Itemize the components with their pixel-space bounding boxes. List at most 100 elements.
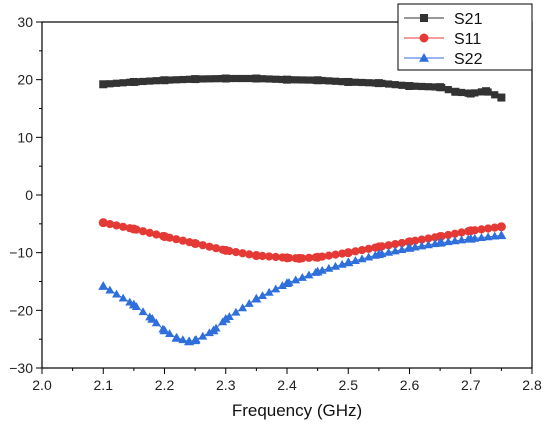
sample-marker [105,219,114,229]
y-tick-label: 0 [25,187,33,203]
sample-marker [292,76,300,84]
legend-marker [419,33,429,43]
sample-marker [205,242,214,251]
sample-marker [126,78,134,86]
sample-marker [484,88,492,96]
sample-marker [245,250,254,259]
sample-marker [357,254,367,263]
plot-frame [41,21,533,369]
sample-marker [378,79,386,88]
sample-marker [397,245,407,254]
sample-marker [258,251,267,261]
series-s11 [98,218,506,263]
sample-marker [311,267,321,276]
sample-marker [185,336,195,345]
sample-marker [291,275,301,284]
x-axis-title: Frequency (GHz) [232,401,362,420]
sample-marker [99,218,108,227]
legend: S21 S11 S22 [397,3,533,71]
sample-marker [496,230,506,239]
sample-marker [424,83,432,91]
sample-marker [370,250,380,259]
x-tick-label: 2.4 [277,377,297,393]
sample-marker [444,230,453,240]
sample-marker [470,233,480,242]
sample-marker [278,253,287,262]
sample-marker [358,78,366,87]
plot-border [41,21,533,369]
sample-marker [424,234,433,243]
sample-marker [224,312,234,321]
sample-marker [258,75,267,83]
sample-marker [464,227,473,236]
sample-marker [423,240,433,249]
sample-marker [297,272,307,281]
sample-marker [158,324,168,333]
sample-marker [251,294,261,303]
sample-marker [98,281,108,290]
sample-marker [125,224,134,233]
sample-marker [397,238,406,248]
sample-marker [331,77,340,85]
sample-marker [198,241,207,250]
x-tick-label: 2.1 [94,377,114,393]
sample-marker [238,303,248,312]
sample-marker [491,91,499,99]
sample-marker [271,284,281,293]
sample-marker [464,89,472,97]
sample-marker [325,77,333,85]
legend-label: S22 [454,51,483,68]
sample-marker [497,93,505,102]
sample-marker [304,270,314,279]
sample-marker [305,76,313,84]
sample-marker [112,221,121,230]
sample-marker [338,249,347,258]
sample-marker [251,251,260,260]
sample-marker [483,232,493,241]
sample-marker [212,75,220,83]
sample-marker [357,245,367,255]
sample-marker [451,88,459,96]
sample-marker [265,252,274,261]
sample-marker [99,80,107,88]
sample-marker [344,248,353,257]
sample-marker [391,81,399,89]
sample-marker [463,234,473,243]
legend-label: S11 [454,31,481,48]
sample-marker [418,82,426,91]
sample-marker [430,239,440,248]
sample-marker [304,253,314,262]
sample-marker [118,293,128,302]
sample-marker [218,245,227,254]
y-tick-label: 30 [17,14,33,30]
sample-marker [178,335,188,344]
sample-marker [185,238,194,247]
axis-ticks: 2.0 2.1 2.2 2.3 2.4 2.5 2.6 2.7 2.8 −30 −20 −10 0 10 2… [9,14,542,393]
sample-marker [218,317,228,326]
sample-marker [166,76,174,84]
sample-marker [219,74,227,83]
sample-marker [192,75,200,83]
sample-marker [377,249,387,258]
sample-marker [398,81,406,89]
sample-marker [258,291,267,300]
sample-marker [364,244,373,253]
sample-marker [178,236,187,245]
sample-marker [211,244,221,253]
sample-marker [138,227,148,236]
sample-marker [105,285,115,294]
sample-marker [417,235,426,244]
sample-marker [431,83,439,91]
sample-marker [238,249,247,258]
sample-marker [185,75,194,83]
sample-marker [417,241,427,250]
sample-marker [384,80,393,88]
sample-marker [277,281,287,289]
sample-marker [145,228,154,237]
series-s21 [99,74,506,102]
legend-marker [420,14,428,22]
sample-marker [211,323,221,332]
sample-marker [477,225,486,234]
sample-marker [205,75,214,83]
sample-marker [391,240,400,249]
